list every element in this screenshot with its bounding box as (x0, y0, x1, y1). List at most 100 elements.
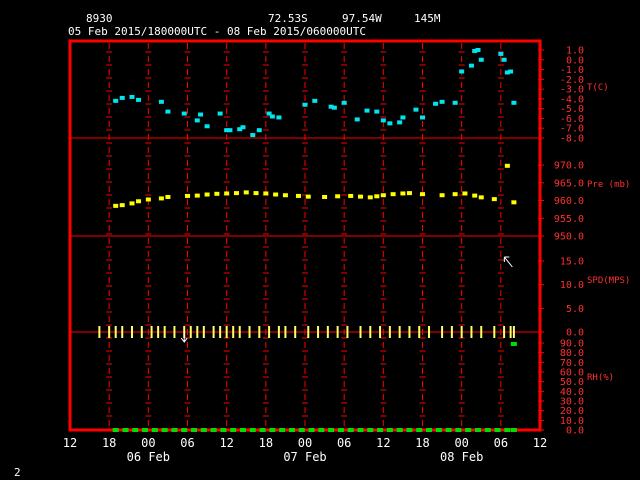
relative-humidity-point (308, 428, 315, 432)
temperature-point (478, 57, 484, 62)
x-tick-label: 00 (454, 436, 468, 450)
pressure-point (420, 192, 425, 197)
relative-humidity-point (406, 428, 413, 432)
temperature-point (129, 94, 135, 99)
relative-humidity-point (367, 428, 374, 432)
pressure-point (295, 193, 301, 198)
relative-humidity-point (445, 428, 452, 432)
temperature-point (501, 57, 507, 62)
wind-speed-point (258, 326, 261, 338)
pressure-point (406, 191, 412, 196)
wind-speed-point (284, 326, 287, 338)
relative-humidity-tick-label: 80.0 (560, 348, 584, 359)
wind-direction-arrow (503, 256, 513, 268)
pressure-point (305, 194, 311, 199)
temperature-point (198, 112, 204, 117)
relative-humidity-point (112, 428, 119, 432)
temperature-point (113, 98, 119, 103)
wind-speed-tick-label: 5.0 (566, 304, 584, 315)
relative-humidity-point (259, 428, 266, 432)
relative-humidity-point (230, 428, 237, 432)
pressure-point (145, 197, 151, 202)
wind-speed-point (225, 326, 228, 338)
relative-humidity-point (455, 428, 462, 432)
pressure-point (511, 200, 517, 205)
pressure-point (253, 191, 259, 196)
wind-speed-point (460, 326, 463, 338)
temperature-point (498, 51, 504, 56)
longitude: 97.54W (342, 12, 382, 25)
wind-speed-point (140, 326, 143, 338)
station-id: 8930 (86, 12, 113, 25)
temperature-point (237, 127, 243, 132)
pressure-point (478, 195, 484, 200)
temperature-axis-label: T(C) (587, 83, 609, 93)
wind-speed-point (470, 326, 473, 338)
relative-humidity-point (181, 428, 188, 432)
relative-humidity-tick-label: 70.0 (560, 358, 584, 369)
pressure-tick-label: 960.0 (554, 196, 584, 207)
pressure-point (348, 193, 354, 198)
wind-speed-axis-label: SPD(MPS) (587, 276, 630, 286)
wind-speed-point (336, 326, 339, 338)
wind-speed-point (173, 326, 176, 338)
temperature-tick-label: 1.0 (566, 46, 584, 57)
wind-speed-point (238, 326, 241, 338)
wind-speed-tick-label: 15.0 (560, 257, 584, 268)
wind-speed-tick-label: 10.0 (560, 280, 584, 291)
relative-humidity-point (132, 428, 139, 432)
temperature-point (354, 117, 360, 122)
temperature-tick-label: -1.0 (560, 65, 584, 76)
relative-humidity-tick-label: 60.0 (560, 368, 584, 379)
pressure-point (204, 192, 210, 197)
pressure-point (273, 192, 279, 197)
pressure-point (263, 191, 269, 196)
pressure-point (233, 191, 239, 196)
wind-speed-point (294, 326, 297, 338)
relative-humidity-tick-label: 30.0 (560, 397, 584, 408)
pressure-point (185, 193, 190, 198)
temperature-point (433, 101, 439, 106)
wind-speed-point (157, 326, 160, 338)
pressure-point (439, 193, 445, 198)
pressure-point (357, 194, 363, 199)
wind-speed-point (408, 326, 411, 338)
x-day-label: 06 Feb (127, 450, 170, 464)
x-tick-label: 06 (180, 436, 194, 450)
page-number: 2 (14, 466, 21, 479)
temperature-point (508, 69, 514, 74)
wind-speed-point (428, 326, 431, 338)
x-tick-label: 00 (298, 436, 312, 450)
relative-humidity-point (200, 428, 207, 432)
temperature-point (459, 69, 465, 74)
pressure-point (224, 191, 230, 196)
wind-speed-point (131, 326, 134, 338)
relative-humidity-point (426, 428, 433, 432)
wind-speed-point (359, 326, 362, 338)
relative-humidity-point (416, 428, 423, 432)
temperature-point (328, 104, 334, 109)
wind-speed-point (219, 326, 222, 338)
relative-humidity-point (239, 428, 246, 432)
relative-humidity-tick-label: 50.0 (560, 377, 584, 388)
wind-speed-point (114, 326, 117, 338)
pressure-point (491, 197, 497, 202)
x-tick-label: 18 (415, 436, 429, 450)
wind-speed-point (480, 326, 483, 338)
relative-humidity-point (510, 341, 517, 346)
relative-humidity-point (484, 428, 491, 432)
relative-humidity-point (161, 428, 168, 432)
time-range: 05 Feb 2015/180000UTC - 08 Feb 2015/0600… (68, 25, 366, 38)
temperature-tick-label: -6.0 (560, 114, 584, 125)
temperature-point (136, 97, 142, 102)
relative-humidity-tick-label: 90.0 (560, 339, 584, 350)
temperature-tick-label: -7.0 (560, 124, 584, 135)
relative-humidity-point (337, 428, 344, 432)
relative-humidity-point (510, 428, 517, 432)
wind-speed-point (326, 326, 329, 338)
wind-speed-point (512, 326, 515, 338)
pressure-point (472, 193, 478, 198)
pressure-point (367, 195, 373, 200)
relative-humidity-point (171, 428, 178, 432)
